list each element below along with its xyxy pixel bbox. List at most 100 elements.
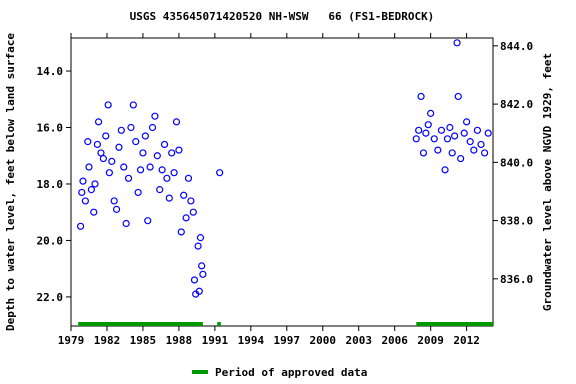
- data-point: [430, 135, 438, 143]
- y-tick-label: 16.0: [37, 122, 64, 135]
- data-point: [180, 191, 188, 199]
- data-point: [470, 146, 478, 154]
- data-point: [460, 129, 468, 137]
- data-point: [454, 92, 462, 101]
- plot-frame: [70, 37, 494, 327]
- data-point: [105, 169, 113, 177]
- data-point: [457, 154, 465, 163]
- data-point: [484, 129, 492, 137]
- y2-tick-label: 842.0: [500, 98, 533, 111]
- y-tick-label: 18.0: [37, 178, 64, 191]
- data-point: [136, 166, 145, 174]
- data-point: [446, 123, 454, 132]
- y-tick-label: 14.0: [37, 65, 64, 78]
- x-tick-label: 1979: [58, 334, 85, 347]
- data-point: [427, 109, 435, 117]
- data-point: [172, 118, 181, 126]
- y-axis-label: Depth to water level, feet below land su…: [4, 33, 17, 331]
- data-point: [424, 121, 432, 129]
- data-point: [117, 126, 125, 134]
- data-point: [102, 132, 110, 140]
- x-tick-label: 1994: [238, 334, 265, 347]
- x-tick-label: 2000: [310, 334, 337, 347]
- data-point: [441, 166, 449, 174]
- data-point: [84, 138, 92, 146]
- x-tick-label: 2003: [345, 334, 372, 347]
- data-point: [195, 287, 203, 295]
- data-point: [122, 219, 130, 228]
- data-point: [153, 152, 161, 160]
- data-point: [115, 143, 123, 151]
- data-point: [76, 222, 85, 230]
- data-point: [451, 132, 459, 140]
- data-point: [190, 276, 199, 284]
- data-point: [419, 149, 428, 157]
- data-point: [158, 166, 166, 174]
- y2-tick-label: 838.0: [500, 215, 533, 228]
- data-point: [198, 262, 206, 270]
- data-point: [422, 129, 430, 137]
- data-point: [85, 163, 93, 171]
- data-point: [129, 101, 137, 109]
- data-point: [466, 138, 474, 146]
- data-point: [182, 214, 190, 222]
- data-point: [196, 234, 205, 242]
- data-point: [110, 197, 118, 205]
- y2-axis-label: Groundwater level above NGVD 1929, feet: [541, 53, 554, 311]
- x-tick-label: 2009: [417, 334, 444, 347]
- data-point: [148, 123, 157, 132]
- x-tick-label: 1997: [274, 334, 301, 347]
- data-point: [78, 188, 86, 197]
- approved-period: [416, 322, 493, 326]
- data-point: [187, 197, 195, 205]
- data-point: [177, 228, 185, 236]
- data-point: [481, 149, 489, 157]
- data-point: [120, 163, 128, 171]
- data-point: [170, 169, 178, 177]
- data-point: [199, 270, 207, 278]
- data-point: [434, 146, 442, 154]
- data-point: [189, 208, 197, 216]
- data-point: [91, 180, 99, 188]
- chart-title: USGS 435645071420520 NH-WSW 66 (FS1-BEDR…: [130, 10, 435, 23]
- data-point: [146, 163, 154, 171]
- data-point: [412, 135, 420, 143]
- data-point: [87, 186, 95, 194]
- data-point: [415, 126, 423, 134]
- data-point: [417, 92, 425, 101]
- data-point: [79, 177, 87, 185]
- data-point: [156, 186, 164, 194]
- data-point: [163, 174, 171, 182]
- approved-period: [78, 322, 203, 326]
- data-point: [94, 118, 103, 126]
- data-point: [448, 149, 456, 157]
- data-point: [463, 118, 471, 126]
- legend-label: Period of approved data: [215, 366, 367, 379]
- data-point: [141, 132, 149, 140]
- data-point: [139, 149, 147, 157]
- y2-tick-label: 844.0: [500, 40, 533, 53]
- x-tick-label: 2006: [381, 334, 408, 347]
- x-tick-label: 1988: [166, 334, 193, 347]
- data-point: [108, 157, 116, 165]
- x-tick-label: 1982: [94, 334, 121, 347]
- data-point: [112, 205, 121, 213]
- data-point: [216, 169, 224, 177]
- data-point: [160, 140, 169, 149]
- data-point: [175, 146, 183, 154]
- data-point: [132, 138, 140, 146]
- data-point: [473, 126, 482, 134]
- data-point: [443, 135, 452, 143]
- data-point: [93, 140, 101, 149]
- data-point: [168, 149, 176, 157]
- x-tick-label: 1991: [202, 334, 229, 347]
- y-tick-label: 22.0: [37, 291, 64, 304]
- data-point: [90, 208, 98, 216]
- x-tick-label: 2012: [453, 334, 480, 347]
- x-tick-label: 1985: [130, 334, 157, 347]
- y2-tick-label: 840.0: [500, 156, 533, 169]
- data-point: [194, 242, 202, 250]
- data-point: [437, 126, 446, 134]
- data-point: [104, 101, 112, 109]
